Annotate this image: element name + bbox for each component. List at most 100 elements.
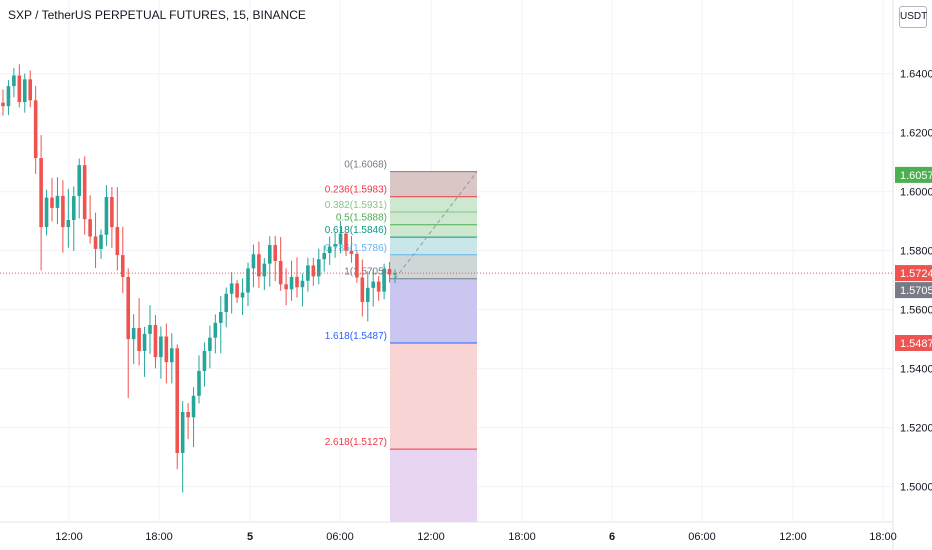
candle-body [28, 79, 33, 101]
candle-body [300, 280, 305, 288]
fib-level-label: 0.382(1.5931) [325, 200, 387, 211]
candle-body [175, 348, 180, 453]
time-tick-label: 18:00 [869, 531, 897, 543]
candle-body [218, 312, 223, 323]
candle-body [262, 263, 267, 277]
candle-body [393, 273, 397, 275]
time-tick-label: 18:00 [508, 531, 536, 543]
fib-zone [390, 196, 477, 213]
candle-body [246, 268, 250, 293]
fib-zone [390, 224, 477, 238]
candle-body [99, 234, 103, 249]
candle-body [66, 220, 71, 228]
price-tick-label: 1.5600 [900, 305, 932, 317]
time-tick-label: 12:00 [417, 531, 445, 543]
fib-level-label: 0.786(1.5786) [325, 243, 387, 254]
candle-body [327, 246, 332, 254]
candle-body [126, 276, 131, 340]
fib-zone [390, 342, 477, 450]
candle-body [88, 219, 92, 237]
candle-body [306, 265, 310, 281]
candle-body [93, 236, 98, 249]
candle-body [39, 158, 43, 228]
time-axis[interactable]: 12:00 18:00 5 06:00 12:00 18:00 6 06:00 12:00 18:… [0, 521, 897, 543]
currency-button[interactable]: USDT [899, 6, 927, 28]
candle-body [159, 336, 163, 358]
fib-zone [390, 449, 477, 522]
candle-body [44, 197, 49, 228]
candle-body [169, 348, 174, 363]
price-tag [895, 334, 932, 351]
candle-body [55, 195, 60, 208]
price-tick-label: 1.5000 [900, 482, 932, 494]
candle-body [355, 253, 359, 278]
candle-body [235, 283, 239, 298]
fib-level-label: 2.618(1.5127) [325, 437, 387, 448]
candle-body [333, 244, 337, 247]
candle-body [316, 259, 321, 277]
candle-body [6, 86, 11, 107]
candle-body [142, 333, 147, 351]
fib-level-label: 0.618(1.5846) [325, 225, 387, 236]
candle-body [322, 253, 327, 260]
candle-body [267, 245, 272, 264]
candle-body [148, 324, 152, 334]
candle-body [289, 276, 294, 290]
price-tick-label: 1.6200 [900, 128, 932, 140]
candle-body [22, 79, 27, 103]
fib-trend-line[interactable] [394, 171, 478, 279]
candle-body [186, 411, 190, 418]
candle-body [224, 293, 229, 313]
candlestick-series [1, 64, 397, 493]
time-tick-label: 12:00 [779, 531, 807, 543]
candle-body [229, 283, 234, 294]
symbol-title: SXP / TetherUS PERPETUAL FUTURES, 15, BI… [8, 8, 306, 22]
candle-body [120, 255, 125, 277]
candle-body [180, 411, 185, 453]
candle-body [77, 165, 82, 197]
candle-body [349, 250, 354, 254]
fib-zone [390, 237, 477, 255]
candle-body [208, 337, 212, 351]
fib-zone [390, 212, 477, 225]
candle-body [191, 395, 196, 418]
candle-body [164, 336, 169, 363]
fibonacci-retracement[interactable]: 0(1.6068) 0.236(1.5983) 0.382(1.5931) 0.5(1… [325, 160, 478, 522]
candle-body [360, 277, 365, 302]
price-tag-label: 1.5487 [900, 338, 932, 350]
fib-level-label: 0(1.6068) [344, 160, 387, 171]
price-tick-label: 1.6400 [900, 69, 932, 81]
candle-body [365, 287, 370, 302]
candle-body [240, 292, 245, 298]
fib-level-label: 1.618(1.5487) [325, 331, 387, 342]
candle-body [115, 227, 120, 256]
candle-body [251, 254, 256, 269]
fib-zone [390, 278, 477, 343]
candle-body [344, 233, 348, 251]
time-tick-label: 12:00 [55, 531, 83, 543]
fib-level-label: 1(1.5705) [344, 267, 387, 278]
candle-body [17, 75, 22, 103]
price-tag [895, 166, 932, 183]
candle-body [153, 324, 158, 358]
candle-body [382, 268, 386, 292]
time-tick-label: 5 [247, 531, 253, 543]
candle-body [257, 254, 261, 277]
candle-body [104, 197, 109, 235]
candle-body [311, 265, 316, 277]
candle-body [197, 371, 201, 396]
candle-body [50, 197, 54, 208]
fib-zone [390, 254, 477, 279]
candle-body [278, 261, 283, 285]
price-tick-label: 1.5200 [900, 423, 932, 435]
candle-body [82, 165, 87, 220]
price-axis[interactable]: 1.6400 1.6200 1.6000 1.5800 1.5600 1.5400 1.52… [892, 0, 932, 550]
candle-body [12, 75, 16, 87]
candle-body [376, 281, 381, 292]
price-tag [895, 282, 932, 299]
candle-body [1, 102, 5, 107]
candle-body [61, 195, 65, 228]
price-tag [895, 265, 932, 282]
time-tick-label: 06:00 [688, 531, 716, 543]
